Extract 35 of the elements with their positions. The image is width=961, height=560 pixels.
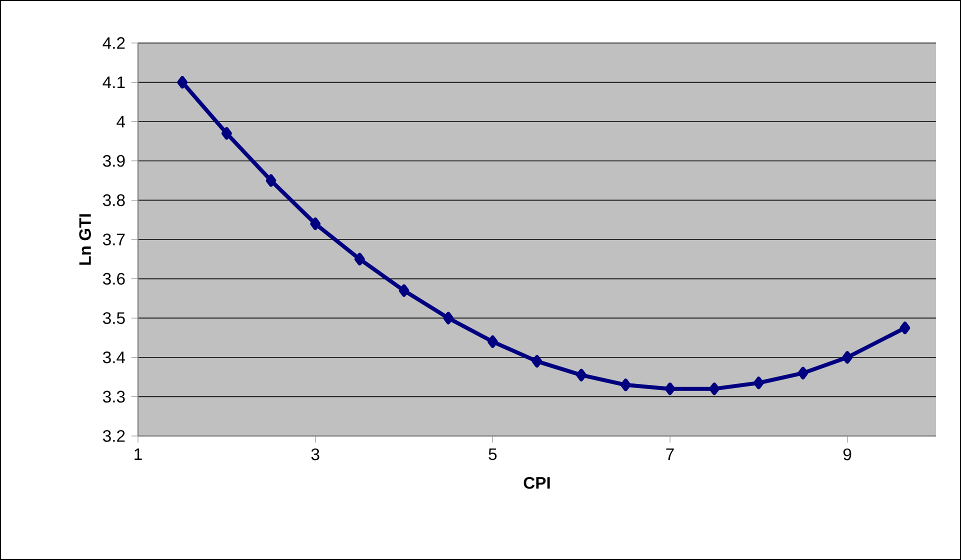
- y-tick-label: 3.2: [102, 430, 125, 442]
- y-tick-label: 3.4: [102, 352, 126, 364]
- x-tick-label: 3: [311, 448, 320, 460]
- y-tick-label: 3.8: [102, 194, 125, 206]
- y-tick-label: 3.3: [102, 390, 125, 403]
- point: [221, 127, 232, 140]
- y-tick-label: 3.5: [102, 312, 125, 324]
- y-tick-label: 3.9: [102, 155, 125, 167]
- point: [753, 376, 764, 390]
- point: [443, 312, 454, 324]
- point: [398, 284, 410, 297]
- point: [664, 382, 676, 396]
- point: [842, 351, 853, 364]
- y-tick-label: 4.2: [102, 37, 125, 49]
- point: [354, 252, 365, 266]
- x-axis-title: CPI: [524, 476, 550, 489]
- x-tick-label: 7: [666, 448, 674, 460]
- y-tick-label: 3.7: [102, 234, 125, 246]
- point: [709, 382, 720, 396]
- y-axis-title: Ln GTI: [79, 214, 91, 265]
- y-tick-label: 3.6: [102, 272, 125, 285]
- point: [177, 76, 188, 89]
- point: [798, 366, 808, 380]
- y-tick-label: 4: [116, 116, 126, 128]
- x-tick-label: 9: [843, 448, 852, 460]
- point: [487, 335, 498, 348]
- y-tick-label: 4.1: [102, 76, 125, 88]
- point: [310, 218, 321, 230]
- point: [576, 368, 587, 382]
- point: [620, 378, 631, 392]
- x-tick-label: 1: [134, 448, 142, 460]
- x-tick-label: 5: [488, 448, 497, 460]
- point: [900, 322, 910, 334]
- point: [266, 174, 276, 187]
- point: [532, 355, 542, 368]
